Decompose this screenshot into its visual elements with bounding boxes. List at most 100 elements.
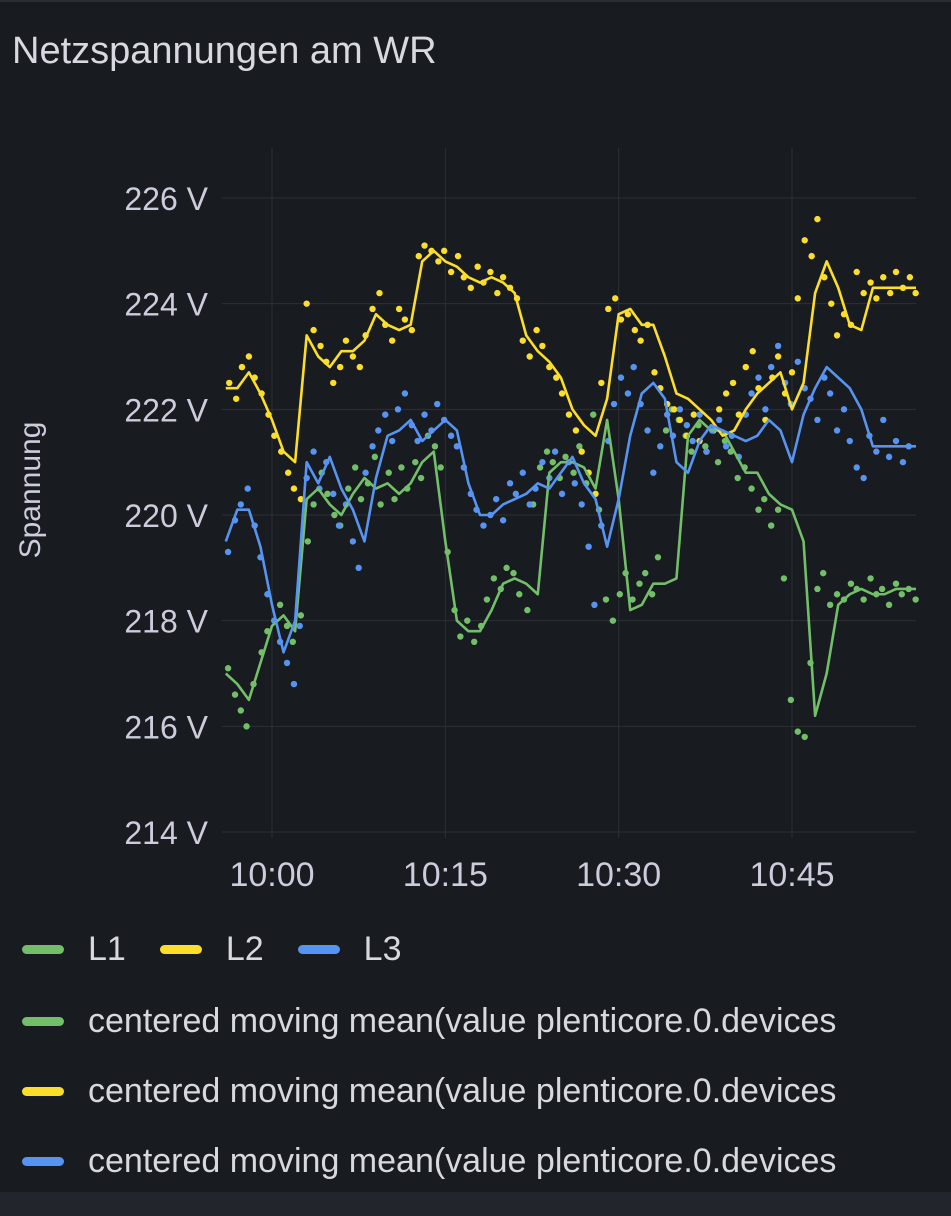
legend-item-mean-l3[interactable]: centered moving mean(value plenticore.0.… (22, 1138, 951, 1184)
data-point-l1 (602, 596, 610, 603)
x-tick-label: 10:30 (576, 856, 661, 894)
legend-swatch (297, 944, 340, 954)
panel-title[interactable]: Netzspannungen am WR (12, 30, 437, 72)
y-axis-label: Spannung (14, 422, 47, 559)
data-point-l2 (303, 300, 310, 307)
data-point-l2 (310, 326, 317, 334)
data-point-l2 (578, 448, 585, 455)
y-tick-label: 216 V (124, 709, 208, 745)
data-point-l1 (867, 575, 874, 582)
data-point-l1 (324, 490, 331, 498)
data-point-l1 (231, 691, 239, 698)
data-point-l1 (688, 448, 695, 455)
data-point-l2 (415, 252, 422, 260)
data-point-l3 (722, 443, 730, 450)
data-point-l3 (499, 517, 507, 524)
data-point-l3 (624, 390, 632, 397)
data-point-l3 (840, 406, 848, 413)
legend-label: L3 (363, 929, 402, 968)
data-point-l1 (377, 501, 384, 508)
data-point-l2 (867, 279, 874, 286)
data-point-l3 (512, 490, 520, 498)
data-point-l3 (401, 390, 409, 397)
data-point-l3 (676, 406, 684, 413)
data-point-l2 (284, 469, 292, 476)
data-point-l2 (290, 485, 298, 492)
data-point-l1 (820, 569, 827, 577)
y-tick-label: 214 V (124, 815, 208, 851)
data-point-l3 (369, 443, 376, 450)
data-point-l3 (335, 522, 343, 529)
data-point-l3 (880, 416, 887, 424)
data-point-l2 (454, 252, 462, 260)
data-point-l1 (331, 511, 338, 519)
legend-swatch (22, 1156, 64, 1166)
data-point-l2 (369, 305, 376, 313)
data-point-l2 (376, 289, 383, 297)
data-point-l3 (657, 443, 664, 450)
legend-item-mean-l2[interactable]: centered moving mean(value plenticore.0.… (22, 1068, 951, 1114)
legend-item-l1[interactable]: L1 (22, 930, 126, 969)
data-point-l1 (412, 458, 419, 466)
data-point-l3 (585, 543, 592, 550)
data-point-l1 (437, 464, 444, 471)
data-point-l3 (283, 659, 291, 667)
data-point-l2 (539, 342, 546, 350)
data-point-l2 (421, 242, 428, 249)
data-point-l2 (447, 268, 455, 276)
data-point-l3 (826, 390, 834, 397)
data-point-l1 (780, 575, 788, 582)
legend-label: centered moving mean(value plenticore.0.… (88, 1001, 837, 1040)
data-point-l3 (853, 464, 860, 471)
data-point-l2 (774, 353, 782, 360)
data-point-l1 (562, 453, 569, 461)
legend-swatch (159, 944, 202, 954)
data-point-l3 (650, 469, 657, 476)
data-point-l3 (578, 501, 585, 508)
data-point-l1 (878, 585, 886, 593)
y-tick-label: 218 V (124, 604, 208, 640)
data-point-l1 (761, 495, 768, 503)
legend-label: L1 (88, 929, 126, 968)
data-point-l2 (892, 268, 900, 276)
data-point-l2 (612, 295, 619, 302)
data-point-l3 (558, 490, 566, 498)
data-point-l3 (860, 474, 867, 482)
data-point-l2 (336, 363, 344, 371)
data-point-l3 (551, 448, 559, 455)
data-point-l1 (224, 665, 232, 672)
data-point-l3 (768, 363, 775, 371)
data-point-l3 (885, 453, 893, 461)
data-point-l3 (689, 437, 696, 445)
series-line-mean-l3 (224, 365, 916, 654)
data-point-l3 (447, 432, 455, 439)
data-point-l3 (434, 400, 441, 408)
data-point-l2 (742, 363, 749, 371)
data-point-l3 (617, 374, 625, 381)
data-point-l2 (408, 326, 416, 334)
legend-swatch (22, 1016, 64, 1026)
data-point-l2 (494, 289, 501, 297)
data-point-l2 (690, 411, 697, 418)
data-point-l2 (828, 300, 835, 307)
legend-item-l3[interactable]: L3 (297, 929, 402, 969)
data-point-l2 (808, 252, 815, 260)
voltage-chart[interactable]: 214 V 216 V 218 V 220 V 222 V 224 V 226 V 10:0… (0, 0, 951, 910)
data-point-l1 (431, 443, 439, 450)
legend-item-l2[interactable]: L2 (159, 930, 264, 969)
x-tick-label: 10:00 (229, 856, 314, 894)
data-point-l3 (362, 469, 369, 476)
data-point-l2 (860, 289, 867, 297)
data-point-l1 (702, 443, 709, 450)
data-point-l1 (398, 464, 405, 471)
data-point-l2 (598, 379, 605, 387)
legend-item-mean-l1[interactable]: centered moving mean(value plenticore.0.… (22, 998, 951, 1044)
data-point-l1 (503, 564, 510, 572)
data-point-l2 (716, 406, 723, 413)
data-point-l1 (471, 638, 478, 645)
series-line-mean-l1 (224, 418, 916, 718)
data-point-l1 (536, 464, 544, 471)
data-point-l1 (457, 633, 464, 640)
data-point-l1 (483, 596, 491, 603)
data-point-l2 (651, 369, 658, 376)
